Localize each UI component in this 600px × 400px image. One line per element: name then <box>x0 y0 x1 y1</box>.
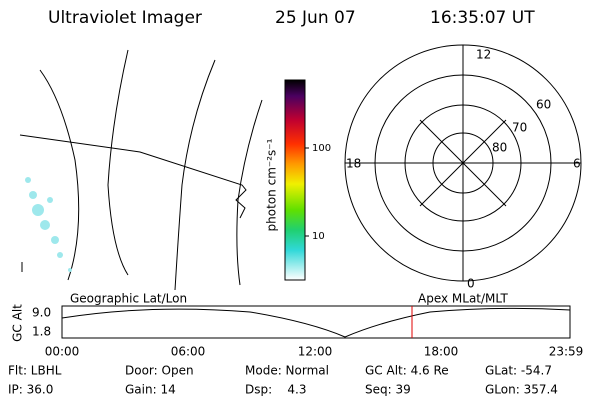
status-field: Gain: 14 <box>125 383 176 397</box>
polar-label: 12 <box>476 48 491 62</box>
map <box>19 49 263 291</box>
polar-label: 0 <box>467 277 475 291</box>
colorbar-tick-label: 10 <box>312 231 325 242</box>
time: 16:35:07 UT <box>430 8 535 28</box>
timeline-x-label: 00:00 <box>45 345 80 359</box>
status-field: IP: 36.0 <box>8 383 53 397</box>
meridian <box>236 99 263 286</box>
parallel <box>19 134 247 219</box>
timeline-right-label: Apex MLat/MLT <box>418 292 508 306</box>
colorbar-label: photon cm⁻²s⁻¹ <box>265 138 279 231</box>
timeline-left-label: Geographic Lat/Lon <box>70 292 187 306</box>
meridian <box>107 49 129 276</box>
polar-grid <box>344 44 582 282</box>
polar-label: 70 <box>512 121 527 135</box>
meridian <box>174 59 216 291</box>
timeline-x-label: 23:59 <box>549 345 584 359</box>
aurora <box>25 177 72 272</box>
timeline-box <box>61 305 571 339</box>
status-field: Flt: LBHL <box>8 364 62 378</box>
status-field: Mode: Normal <box>245 364 329 378</box>
timeline-x-label: 12:00 <box>298 345 333 359</box>
status-field: Seq: 39 <box>365 383 411 397</box>
polar-label: 60 <box>536 98 551 112</box>
status: Flt: LBHL Door: Open Mode: Normal GC Alt: 4… <box>8 364 558 397</box>
meridian <box>39 69 80 281</box>
colorbar-tick-label: 100 <box>312 143 331 154</box>
timeline-x-label: 18:00 <box>424 345 459 359</box>
colorbar <box>284 79 306 281</box>
status-field: GC Alt: 4.6 Re <box>365 364 449 378</box>
instrument: Ultraviolet Imager <box>48 8 202 28</box>
status-field: Dsp: 4.3 <box>245 383 307 397</box>
status-field: GLon: 357.4 <box>485 383 558 397</box>
timeline-y-label: 1.8 <box>32 325 51 339</box>
status-field: GLat: -54.7 <box>485 364 552 378</box>
polar-label: 80 <box>492 141 507 155</box>
status-field: Door: Open <box>125 364 194 378</box>
timeline-y-label: 9.0 <box>32 306 51 320</box>
timeline-axis-label: GC Alt <box>11 304 25 342</box>
polar-label: 18 <box>346 157 361 171</box>
polar-label: 6 <box>573 157 581 171</box>
date: 25 Jun 07 <box>275 8 356 28</box>
altitude-curve <box>61 307 571 338</box>
timeline-x-label: 06:00 <box>171 345 206 359</box>
